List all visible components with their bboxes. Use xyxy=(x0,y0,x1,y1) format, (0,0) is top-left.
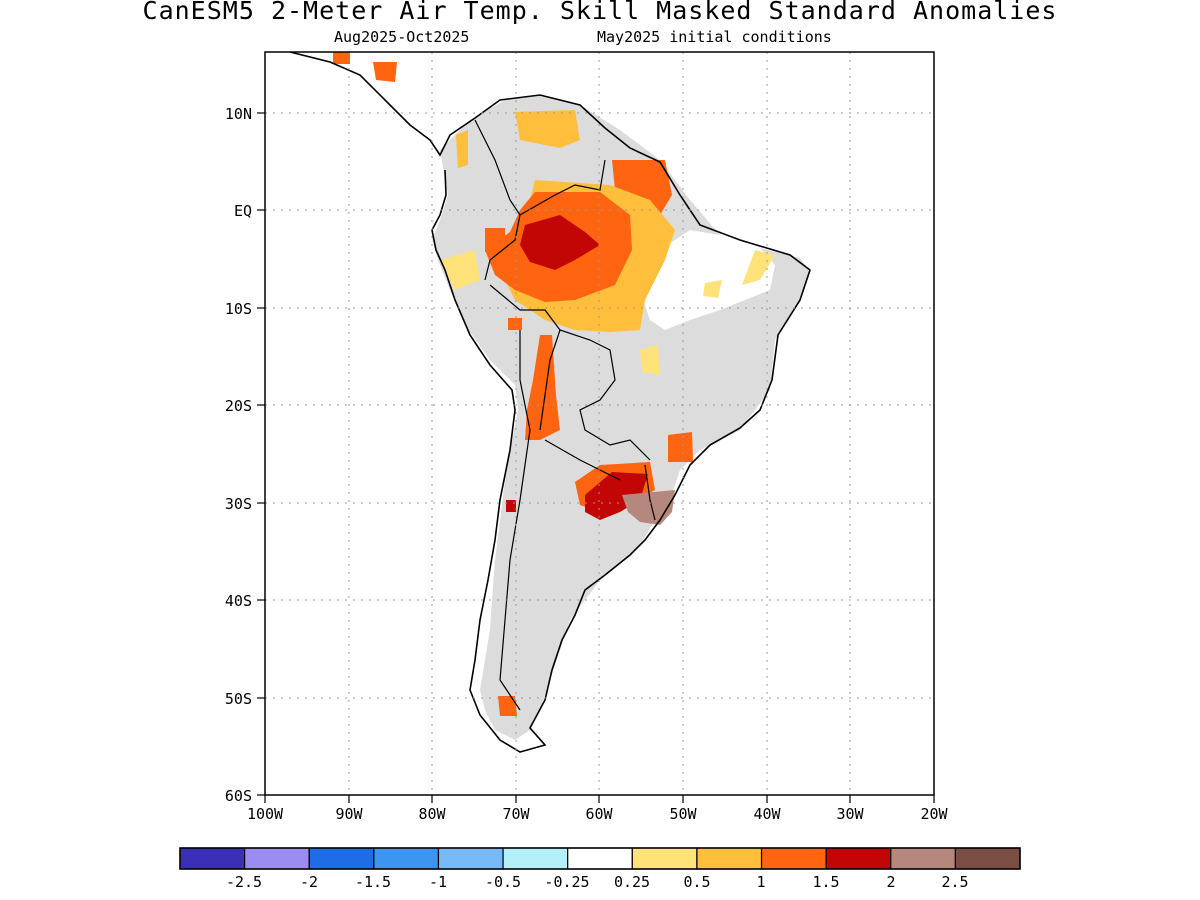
colorbar-swatch xyxy=(696,847,763,870)
lat-label: 20S xyxy=(225,397,252,415)
colorbar-label: 2 xyxy=(886,873,895,891)
lon-label: 50W xyxy=(669,805,697,823)
lon-label: 100W xyxy=(247,805,284,823)
region-northern-venezuela xyxy=(515,110,580,148)
colorbar-label: 1.5 xyxy=(812,873,839,891)
lon-label: 30W xyxy=(836,805,864,823)
colorbar-swatch xyxy=(567,847,633,870)
lon-label: 40W xyxy=(753,805,781,823)
lat-label: 50S xyxy=(225,690,252,708)
colorbar-swatch xyxy=(244,847,310,870)
colorbar-label: -2.5 xyxy=(226,873,262,891)
colorbar-swatch xyxy=(502,847,569,870)
colorbar-swatch xyxy=(308,847,375,870)
lat-label: 10S xyxy=(225,300,252,318)
colorbar-swatch xyxy=(760,847,827,870)
lat-label: 30S xyxy=(225,495,252,513)
colorbar xyxy=(179,847,1021,870)
region-guianas xyxy=(612,160,672,215)
continent-outline xyxy=(289,52,811,753)
colorbar-labels: -2.5 -2 -1.5 -1 -0.5 -0.25 0.25 0.5 1 1.… xyxy=(226,873,969,891)
lat-tick-marks xyxy=(257,112,265,796)
colorbar-label: 0.25 xyxy=(614,873,650,891)
lon-label: 80W xyxy=(418,805,446,823)
colorbar-label: -0.25 xyxy=(544,873,589,891)
lon-label: 90W xyxy=(335,805,363,823)
region-western-amazon-core xyxy=(520,215,600,270)
colorbar-swatch xyxy=(179,847,246,870)
colorbar-label: 1 xyxy=(756,873,765,891)
colorbar-label: -1 xyxy=(429,873,447,891)
region-colombia-north xyxy=(456,130,468,168)
neutral-northeast xyxy=(640,230,775,330)
lon-label: 70W xyxy=(502,805,530,823)
map-title: CanESM5 2-Meter Air Temp. Skill Masked S… xyxy=(142,0,1058,25)
lon-tick-marks xyxy=(264,795,935,803)
colorbar-box xyxy=(179,847,1021,870)
colorbar-label: -0.5 xyxy=(485,873,521,891)
lon-label: 20W xyxy=(920,805,948,823)
colorbar-swatch xyxy=(954,847,1021,870)
initial-conditions: May2025 initial conditions xyxy=(597,28,832,46)
region-southern-brazil xyxy=(668,432,693,462)
colorbar-swatch xyxy=(631,847,698,870)
colorbar-label: 0.5 xyxy=(683,873,710,891)
colorbar-swatch xyxy=(373,847,440,870)
region-bolivia-chile-strip xyxy=(485,228,560,440)
forecast-period: Aug2025-Oct2025 xyxy=(334,28,470,46)
region-northeast-coast xyxy=(440,250,775,375)
lat-label: 10N xyxy=(225,105,252,123)
colorbar-label: -1.5 xyxy=(355,873,391,891)
colorbar-swatch xyxy=(437,847,504,870)
lat-label: 60S xyxy=(225,787,252,805)
colorbar-label: 2.5 xyxy=(941,873,968,891)
lat-label: 40S xyxy=(225,592,252,610)
colorbar-swatch xyxy=(890,847,956,870)
country-borders xyxy=(474,119,656,711)
colorbar-swatch xyxy=(825,847,892,870)
lon-label: 60W xyxy=(585,805,613,823)
colorbar-label: -2 xyxy=(300,873,318,891)
lat-label: EQ xyxy=(234,202,252,220)
region-parana-core xyxy=(506,472,648,520)
